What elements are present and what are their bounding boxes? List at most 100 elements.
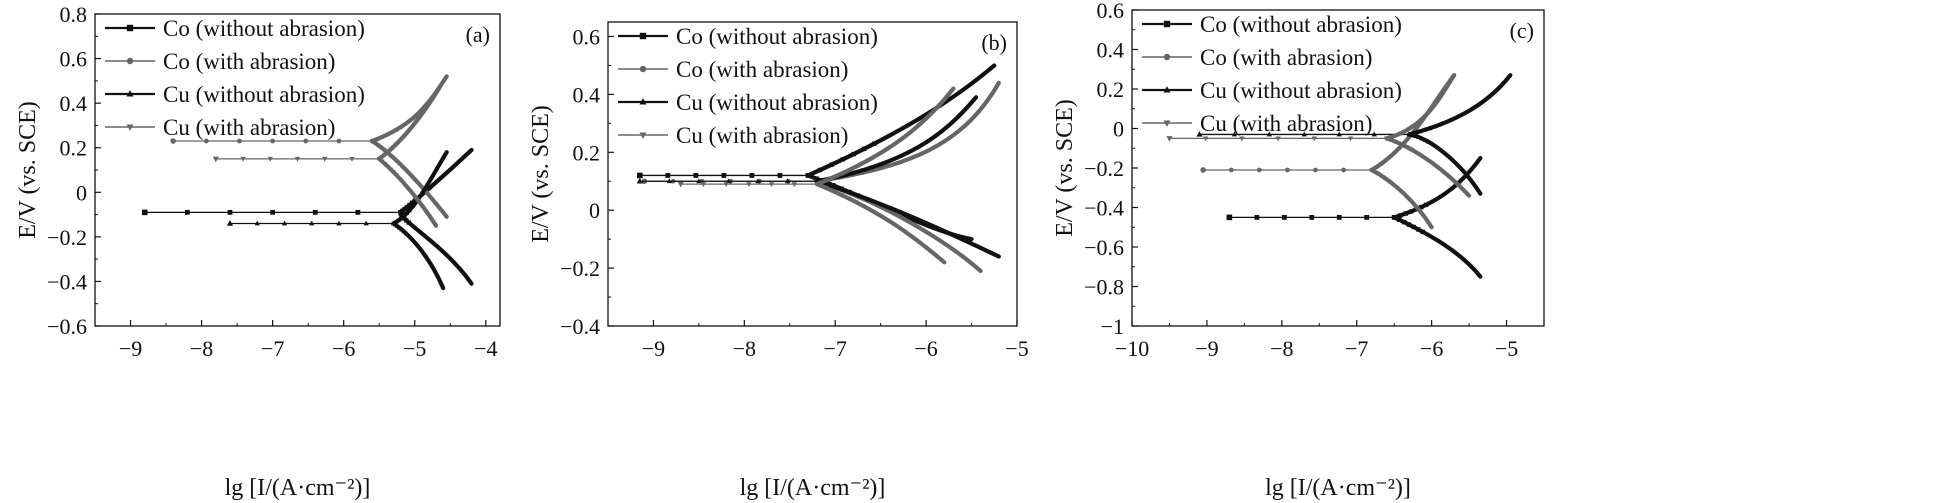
panel-c-series-0-point-3	[1309, 214, 1315, 220]
panel-b-series-3-cathodic-point-6	[860, 203, 866, 209]
panel-a-ytick-label-5: 0.4	[60, 91, 88, 116]
panel-c-series-2-anodic-point-3	[1421, 127, 1427, 132]
panel-c-ytick-label-5: 0	[1113, 117, 1124, 142]
panel-c-series-0-point-0	[1226, 214, 1233, 221]
panel-c-series-3	[1166, 73, 1472, 198]
panel-a-legend-label-1: Co (with abrasion)	[163, 49, 335, 74]
panel-c-series-3-anodic-point-3	[1398, 131, 1404, 136]
panel-b-series-3-point-0	[677, 181, 684, 188]
panel-c-series-2-point-5	[1371, 131, 1377, 137]
panel-b-legend-marker-3	[639, 132, 647, 139]
panel-a-series-3-point-6	[376, 156, 382, 162]
panel-a-series-3-point-2	[267, 156, 273, 162]
panel-b-series-0-point-2	[693, 173, 699, 178]
panel-a-series-1-point-1	[203, 138, 209, 144]
panel-a-series-0-point-3	[270, 209, 276, 215]
panel-c: −10 −9 −8 −7 −6 −5 −1 −0.8 −0.6 −0.4 −0.2 0 0.2 0.4 0.…	[1052, 0, 1545, 501]
panel-a-series-0-anodic-point-5	[409, 200, 415, 206]
panel-b-series-2-point-5	[784, 178, 791, 184]
panel-a-series-1-anodic-point-5	[394, 127, 400, 132]
panel-c-series-0-point-6	[1391, 214, 1397, 220]
panel-b-series-2-cathodic-point-5	[857, 193, 863, 198]
panel-c-series-3-cathodic-point-4	[1400, 143, 1406, 148]
panel-c-series-1-point-2	[1256, 167, 1262, 173]
panel-a-series-3-anodic-point-4	[388, 147, 394, 153]
panel-a-series-0-anodic-point-4	[407, 202, 412, 208]
panel-c-legend-marker-2	[1163, 86, 1171, 93]
panel-c-xtick-label-1: −9	[1195, 336, 1218, 361]
panel-b-series-3-cathodic	[814, 182, 947, 265]
panel-a-series-0-cathodic-point-6	[406, 220, 411, 225]
panel-b-series-3-point-1	[700, 182, 707, 188]
panel-c-series-0-anodic-point-2	[1403, 211, 1408, 216]
panel-c-series-3-point-4	[1311, 136, 1317, 142]
panel-a-xtick-label-5: −4	[474, 336, 497, 361]
panel-c-ytick-label-0: −1	[1101, 314, 1124, 339]
panel-b-legend-marker-2	[639, 98, 647, 105]
panel-c-series-2-anodic-point-5	[1431, 124, 1437, 129]
panel-c-series-2-cathodic-point-5	[1422, 137, 1428, 142]
panel-b-ylabel: E/V (vs. SCE)	[528, 105, 554, 243]
panel-a-series-2-anodic-point-3	[399, 215, 405, 220]
panel-b-series-2-anodic	[814, 95, 979, 184]
panel-c-series-3-cathodic-point-3	[1396, 141, 1402, 146]
panel-c-series-2-anodic	[1407, 73, 1513, 137]
panel-c-xtick-label-3: −7	[1345, 336, 1368, 361]
panel-b-series-3-point-6	[814, 182, 820, 188]
panel-c-legend-label-1: Co (with abrasion)	[1200, 45, 1372, 70]
panel-b-series-2	[636, 95, 1001, 259]
panel-c-series-0-point-2	[1281, 214, 1287, 220]
panel-b-series-2-anodic-point-3	[848, 170, 854, 176]
panel-a-series-2-point-2	[281, 220, 288, 226]
panel-c-series-2-anodic-point-6	[1436, 122, 1442, 127]
panel-c-series-3-point-3	[1275, 136, 1281, 142]
panel-c-series-1-anodic-point-3	[1383, 157, 1389, 163]
panel-b-xlabel: lg [I/(A·cm⁻²)]	[740, 475, 886, 501]
panel-b-series-0-anodic-point-1	[817, 167, 823, 173]
panel-b-series-2-cathodic-point-4	[848, 190, 854, 195]
panel-b-series-2-cathodic-point-6	[865, 196, 871, 202]
panel-a-ytick-label-0: −0.6	[47, 314, 87, 339]
panel-c-series-3-point-0	[1166, 136, 1173, 142]
panel-c-series-1-anodic-point-4	[1388, 154, 1393, 159]
panel-a-xtick-label-3: −6	[332, 336, 355, 361]
panel-b-series-2-cathodic-point-1	[823, 181, 829, 186]
panel-a-ytick-label-6: 0.6	[60, 47, 88, 72]
panel-c-series-3-anodic-point-5	[1406, 127, 1412, 132]
panel-a-series-1-anodic-point-1	[375, 136, 380, 142]
panel-b-series-3-cathodic-point-2	[831, 189, 836, 194]
panel-a-series-2	[226, 150, 449, 291]
panel-b-legend-marker-0	[639, 32, 647, 40]
panel-a-series-1-cathodic-point-6	[388, 153, 393, 158]
panel-c-series-1-anodic-point-6	[1396, 146, 1402, 151]
panel-c-series-3-cathodic-point-1	[1388, 138, 1394, 143]
panel-c-series-0-anodic-point-1	[1397, 213, 1403, 218]
panel-a-series-0-anodic-point-3	[404, 204, 410, 210]
panel-a-series-1-anodic-point-4	[390, 129, 395, 135]
panel-a-legend-marker-2	[126, 90, 134, 97]
panel-a-series-2-anodic-point-4	[401, 213, 407, 218]
panel-a-series-0-point-1	[184, 209, 190, 215]
panel-c-ytick-label-8: 0.6	[1097, 0, 1125, 23]
panel-b-series-0-anodic-point-5	[861, 146, 867, 152]
panel-c-curves	[1166, 73, 1513, 279]
panel-c-series-0-anodic-point-6	[1423, 202, 1429, 208]
panel-b-series-2-point-3	[725, 178, 732, 184]
panel-a-legend-marker-0	[126, 24, 134, 32]
panel-b-series-2-anodic-point-6	[877, 162, 883, 167]
panel-b-xtick-label-4: −5	[1005, 336, 1028, 361]
panel-a-series-2-cathodic-point-4	[399, 226, 405, 232]
panel-c-series-3-anodic-point-6	[1410, 124, 1415, 130]
panel-c-series-1-anodic-point-5	[1392, 150, 1398, 155]
panel-c-series-3-cathodic-point-6	[1408, 147, 1414, 152]
panel-c-series-0-cathodic-point-3	[1406, 222, 1412, 227]
panel-c-series-0-anodic-point-3	[1409, 209, 1414, 214]
panel-a-series-1-anodic-point-6	[398, 124, 404, 130]
panel-a-series-2-point-5	[363, 220, 369, 226]
panel-b-legend-label-3: Cu (with abrasion)	[676, 123, 848, 148]
panel-a-series-1	[170, 74, 449, 219]
panel-c-series-3-point-2	[1239, 136, 1245, 142]
panel-b-series-0-point-3	[721, 173, 727, 178]
panel-c-series-1-anodic-point-2	[1379, 161, 1384, 166]
panel-c-xtick-label-5: −5	[1495, 336, 1518, 361]
